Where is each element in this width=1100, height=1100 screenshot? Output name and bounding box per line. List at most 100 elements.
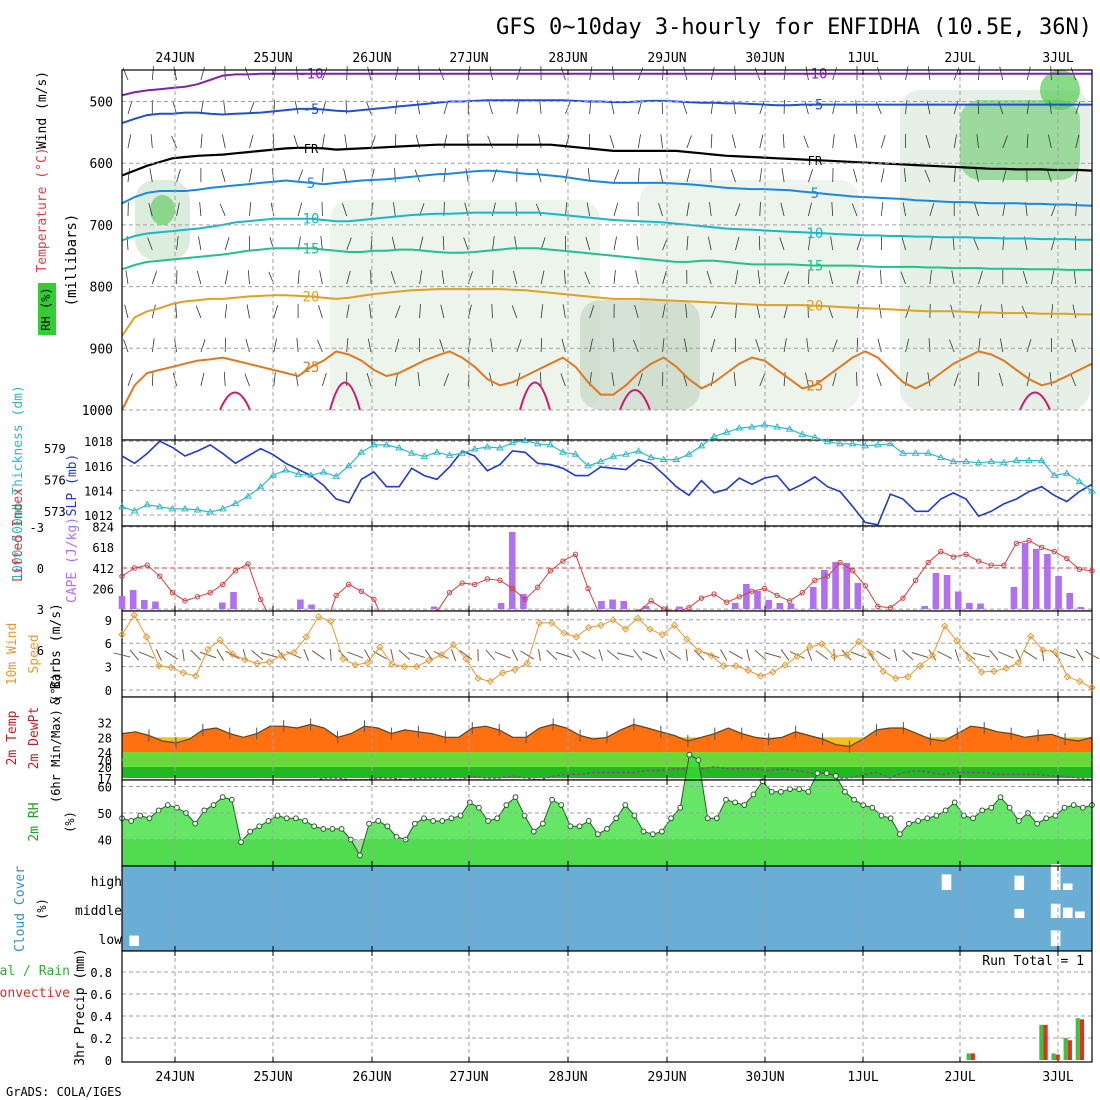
isotherm-10 — [121, 211, 1092, 242]
wind-barb — [1051, 203, 1057, 217]
wind-barb — [244, 373, 250, 387]
rh-marker — [384, 823, 391, 830]
wind-tick: 9 — [105, 614, 112, 628]
thickness-marker — [508, 438, 517, 446]
wind-barb — [635, 270, 639, 285]
date-label-bottom: 29JUN — [647, 1070, 686, 1085]
thickness-marker — [143, 500, 152, 508]
wind-barb — [952, 236, 955, 251]
barb — [199, 651, 217, 659]
lifted-index-marker — [560, 558, 566, 564]
wind-barb — [710, 134, 713, 149]
wind-barb — [612, 338, 615, 353]
wind-barb — [127, 100, 133, 115]
wind-speed-marker — [904, 673, 912, 681]
lifted-index-marker — [459, 580, 465, 586]
isotherm-label: 20 — [806, 299, 823, 315]
isotherm-0 — [219, 391, 251, 411]
wind-speed-marker — [830, 652, 838, 661]
wind-barb — [805, 372, 809, 387]
wind-barb — [637, 100, 643, 115]
rh-marker — [842, 788, 848, 795]
thickness-marker — [936, 453, 945, 460]
cape-bar — [308, 604, 315, 609]
wind-barb — [127, 168, 130, 183]
thickness-marker — [722, 428, 731, 435]
wind-barb — [512, 270, 518, 285]
wind-barb — [925, 134, 931, 149]
rh-marker — [906, 820, 912, 827]
wind-barb — [1049, 100, 1052, 115]
wind-speed-marker — [818, 640, 826, 648]
wind-barb — [540, 270, 545, 285]
wind-speed-marker — [990, 667, 998, 675]
rh-marker — [604, 826, 610, 832]
rh-marker — [448, 815, 455, 822]
isotherm-label: 25 — [303, 360, 320, 376]
slp-tick: 1012 — [84, 509, 113, 523]
wind-barb — [951, 270, 955, 285]
wind-barb — [973, 237, 979, 251]
wind-barb — [686, 168, 691, 183]
precip-total-label: Total / Rain — [0, 964, 70, 979]
wind-speed-marker — [265, 658, 274, 666]
lifted-index-marker — [736, 594, 742, 600]
wind-speed-marker — [744, 666, 752, 675]
cape-bar — [642, 606, 650, 609]
thickness-marker — [445, 451, 454, 458]
precip-convective-bar — [1079, 1019, 1085, 1060]
wind-barb — [492, 236, 495, 251]
wind-barb — [756, 304, 761, 319]
wind-barb — [176, 236, 179, 251]
wind-barb — [780, 202, 785, 217]
lifted-index-marker — [1013, 540, 1020, 547]
wind-barb — [953, 373, 959, 387]
cloud-middle-bar — [1050, 903, 1061, 918]
lifted-index-marker — [169, 589, 176, 596]
date-label-top: 26JUN — [352, 51, 391, 66]
lifted-index-marker — [1064, 555, 1070, 562]
rh-marker — [659, 828, 665, 835]
wind-barb — [563, 270, 566, 285]
isotherm-label: 5 — [811, 186, 819, 202]
thickness-marker — [269, 471, 278, 478]
barb — [876, 650, 891, 660]
thickness-marker — [407, 449, 416, 456]
temp-label: 2m Temp — [5, 710, 20, 765]
panel-precip-bg — [122, 951, 1092, 1062]
lifted-index-marker — [938, 548, 944, 555]
thickness-marker — [911, 449, 920, 456]
wind-barb — [297, 270, 300, 285]
precip-total-bar — [1075, 1018, 1080, 1060]
cape-bar — [932, 573, 940, 609]
panel-slp-thickness-bg — [122, 440, 1092, 526]
lifted-index-marker — [686, 605, 692, 611]
rh-marker — [924, 815, 931, 822]
wind-barb — [636, 236, 639, 251]
cape-bar — [966, 603, 973, 609]
precip-label: 3hr Precip (mm) — [73, 948, 88, 1065]
wind-barb — [856, 237, 862, 251]
wind-barb — [391, 236, 396, 251]
wind-speed-marker — [118, 630, 126, 639]
wind-barb — [878, 304, 882, 319]
wind-barb — [803, 135, 809, 149]
wind-barb — [829, 270, 834, 285]
wind-barb — [1022, 270, 1028, 285]
wind10m-label-3: & Barbs (m/s) — [49, 603, 64, 705]
wind-barb — [781, 168, 785, 183]
wind-speed-marker — [842, 651, 851, 659]
wind-barb — [440, 304, 445, 319]
lifted-tick: 0 — [37, 562, 44, 576]
wind-barb — [394, 305, 401, 319]
panel-upper-air: -10 -10 -5 -5 FR FR 5 5 10 10 15 15 20 20 25 25 — [121, 65, 1093, 441]
wind-barb — [223, 100, 226, 115]
wind-barb — [589, 305, 595, 319]
wind-speed-marker — [498, 669, 507, 677]
rh-marker — [155, 807, 162, 814]
isotherm-0 — [619, 389, 651, 411]
lifted-index-marker — [912, 577, 919, 584]
wind-barb — [735, 236, 740, 251]
wind-barb — [735, 203, 741, 217]
